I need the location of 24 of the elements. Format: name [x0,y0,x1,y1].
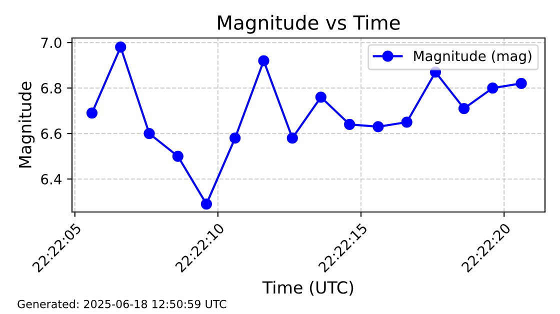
y-tick-label: 7.0 [41,38,62,48]
legend-label: Magnitude (mag) [414,50,532,64]
y-axis-title: Magnitude [18,82,35,168]
point [258,55,270,66]
point [86,108,98,119]
point [172,150,184,162]
point [230,132,241,144]
point [344,118,356,130]
point [286,132,298,144]
y-tick-label: 6.6 [41,128,62,140]
text: Generated: 2025-06-18 12:50:59 UTC [18,300,226,308]
point [115,42,126,53]
y-tick-label: 6.8 [41,83,62,94]
point [487,82,498,94]
point [401,116,412,128]
point [372,121,384,132]
y-tick-label: 6.4 [41,174,62,184]
point [200,198,212,210]
point [516,78,527,90]
x-axis-title: Time (UTC) [262,280,354,296]
point [458,102,470,114]
point [315,92,326,103]
point [144,128,155,140]
chart-title: Magnitude vs Time [218,14,400,34]
